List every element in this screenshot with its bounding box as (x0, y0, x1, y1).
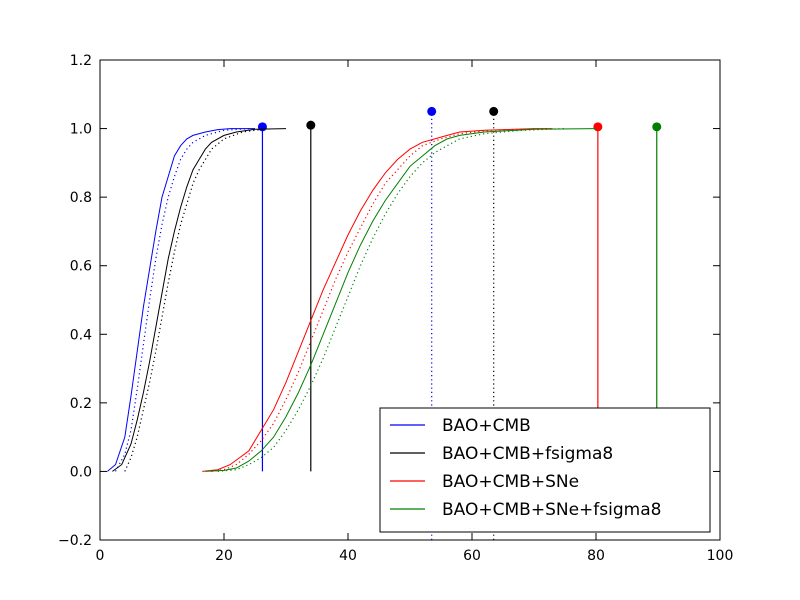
y-tick-label: 1.2 (70, 53, 92, 69)
series-bao-cmb-fsigma8-dotted-line (124, 128, 268, 472)
x-tick-label: 80 (587, 548, 605, 564)
series-bao-cmb-line (107, 128, 255, 472)
x-tick-label: 60 (463, 548, 481, 564)
x-tick-label: 20 (215, 548, 233, 564)
series-bao-cmb-sne-dotted-line (211, 128, 547, 472)
y-tick-label: 0.8 (70, 190, 92, 206)
series-bao-cmb-sne-line (202, 128, 553, 472)
series-bao-cmb-sne-fsigma8-marker (652, 122, 662, 132)
x-tick-label: 40 (339, 548, 357, 564)
legend-box (379, 407, 711, 533)
series-bao-cmb-sne-marker (593, 122, 603, 132)
legend-label-bao-cmb-sne-fsigma8: BAO+CMB+SNe+fsigma8 (442, 500, 661, 520)
axes-frame (99, 59, 721, 541)
legend-label-bao-cmb-fsigma8: BAO+CMB+fsigma8 (442, 444, 613, 464)
series-bao-cmb-dotted-marker (427, 106, 437, 116)
series-bao-cmb-fsigma8-line (112, 128, 287, 472)
y-tick-label: 0.6 (70, 259, 92, 275)
series-bao-cmb-marker (257, 122, 267, 132)
x-tick-label: 100 (707, 548, 734, 564)
y-tick-label: 0.4 (70, 327, 92, 343)
axis-ticks: 0 20 40 60 80 100 −0.2 0.0 0.2 0.4 0.6 0.8 1.0 1.2 (58, 53, 733, 564)
series-bao-cmb-dotted-line (114, 128, 249, 472)
series-bao-cmb-sne-fsigma8-dotted-line (217, 128, 566, 472)
legend-label-bao-cmb-sne: BAO+CMB+SNe (442, 472, 579, 492)
y-tick-label: −0.2 (58, 533, 92, 549)
legend: BAO+CMB BAO+CMB+fsigma8 BAO+CMB+SNe BAO+CMB… (379, 407, 711, 533)
x-tick-label: 0 (96, 548, 105, 564)
y-tick-label: 1.0 (70, 122, 92, 138)
y-tick-label: 0.2 (70, 396, 92, 412)
series-bao-cmb-fsigma8-dotted-marker (489, 106, 499, 116)
plot-area (107, 106, 662, 540)
series-bao-cmb-fsigma8-marker (306, 120, 316, 130)
series-bao-cmb-sne-fsigma8-line (205, 128, 597, 472)
y-tick-label: 0.0 (70, 464, 92, 480)
legend-label-bao-cmb: BAO+CMB (442, 416, 531, 436)
